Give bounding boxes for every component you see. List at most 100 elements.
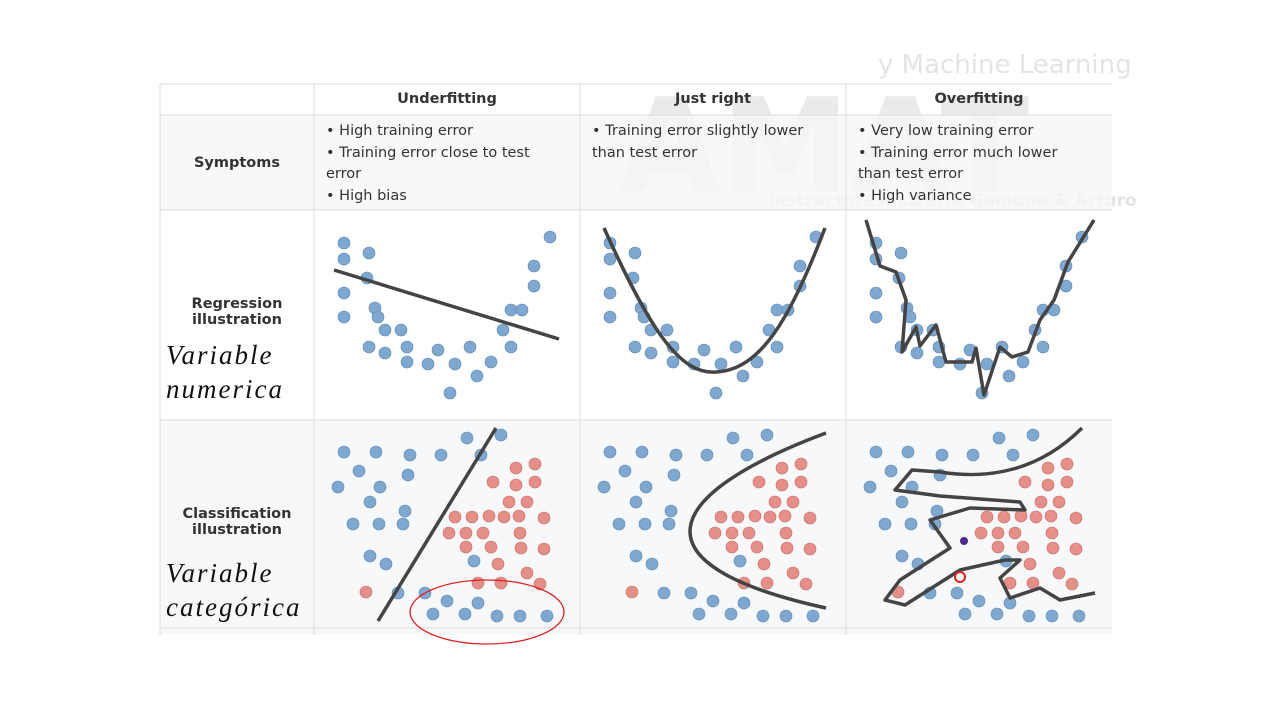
hand-mark xyxy=(954,571,966,583)
symptom-item: • High training error xyxy=(326,123,473,139)
dot xyxy=(331,480,345,494)
dot xyxy=(603,445,617,459)
dot xyxy=(639,480,653,494)
dot xyxy=(878,517,892,531)
dot xyxy=(770,340,784,354)
dot xyxy=(403,448,417,462)
symptom-item: • Very low training error xyxy=(858,123,1034,139)
dot xyxy=(786,495,800,509)
dot xyxy=(337,286,351,300)
dot xyxy=(794,475,808,489)
dot xyxy=(863,480,877,494)
dot xyxy=(742,526,756,540)
dot xyxy=(603,286,617,300)
dot xyxy=(966,448,980,462)
dot xyxy=(700,448,714,462)
dot xyxy=(958,607,972,621)
dot xyxy=(396,517,410,531)
dot xyxy=(460,431,474,445)
dot xyxy=(426,607,440,621)
dot xyxy=(750,540,764,554)
dot xyxy=(768,495,782,509)
dot xyxy=(463,340,477,354)
dot xyxy=(1014,509,1028,523)
dot xyxy=(684,586,698,600)
dot xyxy=(369,445,383,459)
row-bg xyxy=(160,420,1112,635)
dot xyxy=(950,586,964,600)
dot xyxy=(780,541,794,555)
dot xyxy=(725,540,739,554)
boundary xyxy=(688,431,827,610)
dot xyxy=(760,428,774,442)
dot xyxy=(504,303,518,317)
dot xyxy=(884,464,898,478)
dot xyxy=(748,509,762,523)
dot xyxy=(709,386,723,400)
dot xyxy=(667,468,681,482)
dot xyxy=(806,609,820,623)
dot xyxy=(440,594,454,608)
dot xyxy=(760,576,774,590)
dot xyxy=(997,510,1011,524)
dot xyxy=(476,526,490,540)
dot xyxy=(803,542,817,556)
dot xyxy=(459,526,473,540)
dot xyxy=(537,542,551,556)
symptom-item: • High variance xyxy=(858,187,972,204)
dot xyxy=(793,259,807,273)
hand-mark xyxy=(960,537,968,545)
dot xyxy=(664,504,678,518)
dot xyxy=(1060,475,1074,489)
dot xyxy=(1016,355,1030,369)
dot xyxy=(974,526,988,540)
dot xyxy=(543,230,557,244)
dot xyxy=(770,303,784,317)
dot xyxy=(1069,542,1083,556)
row-label: Symptoms xyxy=(193,154,281,171)
dot xyxy=(482,509,496,523)
dot xyxy=(431,343,445,357)
dot xyxy=(520,495,534,509)
dot xyxy=(779,526,793,540)
dot xyxy=(895,495,909,509)
handwritten-note: Variable categórica xyxy=(166,558,302,622)
dot xyxy=(337,445,351,459)
dot xyxy=(980,510,994,524)
dot xyxy=(991,540,1005,554)
dot xyxy=(1034,495,1048,509)
dot xyxy=(509,461,523,475)
boundary xyxy=(883,426,1096,607)
dot xyxy=(484,355,498,369)
dot xyxy=(528,457,542,471)
dot xyxy=(337,252,351,266)
dot xyxy=(443,386,457,400)
dot xyxy=(895,549,909,563)
grid xyxy=(159,83,1112,635)
column-header: Overfitting xyxy=(934,91,1024,107)
dot xyxy=(362,340,376,354)
fit-line xyxy=(602,227,827,374)
dot xyxy=(603,310,617,324)
dot xyxy=(779,609,793,623)
dot xyxy=(757,557,771,571)
dot xyxy=(660,323,674,337)
dot xyxy=(467,554,481,568)
dot xyxy=(378,323,392,337)
dot xyxy=(1018,475,1032,489)
dot xyxy=(729,340,743,354)
dot xyxy=(1029,510,1043,524)
dot xyxy=(644,346,658,360)
dot xyxy=(618,464,632,478)
dot xyxy=(513,609,527,623)
dot xyxy=(379,557,393,571)
dot xyxy=(421,357,435,371)
dot xyxy=(869,445,883,459)
dot xyxy=(1041,478,1055,492)
handwritten-note: Variable numerica xyxy=(166,340,284,404)
dot xyxy=(494,576,508,590)
dot xyxy=(724,607,738,621)
symptoms-cell: • High training error • Training error cl… xyxy=(314,115,574,213)
dot xyxy=(502,495,516,509)
